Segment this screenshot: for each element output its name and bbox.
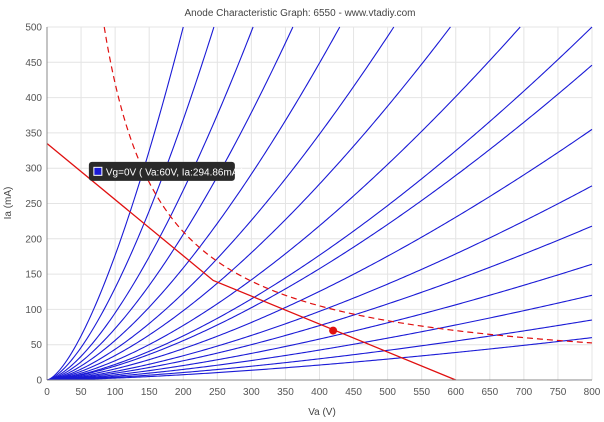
- y-tick-label: 150: [25, 270, 42, 281]
- x-tick-label: 200: [175, 387, 192, 398]
- x-tick-label: 50: [76, 387, 88, 398]
- y-tick-label: 450: [25, 58, 42, 69]
- y-tick-label: 500: [25, 23, 42, 34]
- grid-voltage-curve: [46, 26, 521, 381]
- x-tick-label: 650: [481, 387, 498, 398]
- y-tick-label: 200: [25, 234, 42, 245]
- grid-voltage-curve: [46, 225, 593, 381]
- grid-voltage-curve: [46, 26, 593, 381]
- grid-voltage-curve: [46, 26, 294, 381]
- y-tick-label: 250: [25, 199, 42, 210]
- x-tick-label: 800: [584, 387, 601, 398]
- grid-voltage-curve: [46, 319, 593, 381]
- x-tick-label: 250: [209, 387, 226, 398]
- data-tooltip: Vg=0V ( Va:60V, Ia:294.86mA ): [88, 161, 244, 181]
- grid-voltage-curve: [46, 337, 593, 381]
- x-axis-label: Va (V): [308, 407, 336, 418]
- grid-voltage-curve: [46, 26, 395, 381]
- chart-title: Anode Characteristic Graph: 6550 - www.v…: [184, 8, 415, 19]
- y-tick-label: 50: [31, 340, 43, 351]
- x-tick-label: 750: [550, 387, 567, 398]
- grid-voltage-curve: [46, 26, 341, 381]
- tooltip-background: [88, 161, 235, 181]
- load-line: [46, 142, 456, 381]
- y-axis-label: Ia (mA): [3, 187, 14, 220]
- y-tick-label: 0: [36, 376, 42, 387]
- grid-voltage-curve: [46, 128, 593, 381]
- x-tick-label: 350: [277, 387, 294, 398]
- tooltip-text: Vg=0V ( Va:60V, Ia:294.86mA ): [106, 167, 244, 178]
- x-tick-label: 400: [311, 387, 328, 398]
- grid-voltage-curve: [46, 26, 451, 381]
- x-tick-label: 0: [44, 387, 50, 398]
- operating-point[interactable]: [329, 326, 338, 335]
- grid-voltage-curve: [46, 26, 184, 381]
- grid-voltage-curve: [46, 26, 254, 381]
- grid-voltage-curve: [46, 294, 593, 381]
- y-axis-ticks: 0 50 100 150 200 250 300 350 400 450 500: [25, 23, 42, 387]
- y-tick-label: 400: [25, 93, 42, 104]
- x-axis-ticks: 0 50 100 150 200 250 300 350 400 450 500 550 600 650 7…: [44, 387, 601, 398]
- grid-voltage-curves: [46, 26, 593, 381]
- y-tick-label: 300: [25, 164, 42, 175]
- x-tick-label: 150: [141, 387, 158, 398]
- x-tick-label: 550: [413, 387, 430, 398]
- grid-voltage-curve: [46, 185, 593, 381]
- grid-voltage-curve: [46, 26, 215, 381]
- x-tick-label: 500: [379, 387, 396, 398]
- x-tick-label: 700: [516, 387, 533, 398]
- max-dissipation-curve: [103, 26, 593, 344]
- grid-voltage-curve: [46, 263, 593, 381]
- tooltip-series-swatch: [93, 166, 103, 176]
- y-tick-label: 350: [25, 128, 42, 139]
- y-tick-label: 100: [25, 305, 42, 316]
- x-tick-label: 100: [107, 387, 124, 398]
- grid-voltage-curve: [46, 64, 593, 381]
- x-tick-label: 600: [447, 387, 464, 398]
- x-tick-label: 300: [243, 387, 260, 398]
- x-tick-label: 450: [345, 387, 362, 398]
- gridlines: [46, 26, 593, 381]
